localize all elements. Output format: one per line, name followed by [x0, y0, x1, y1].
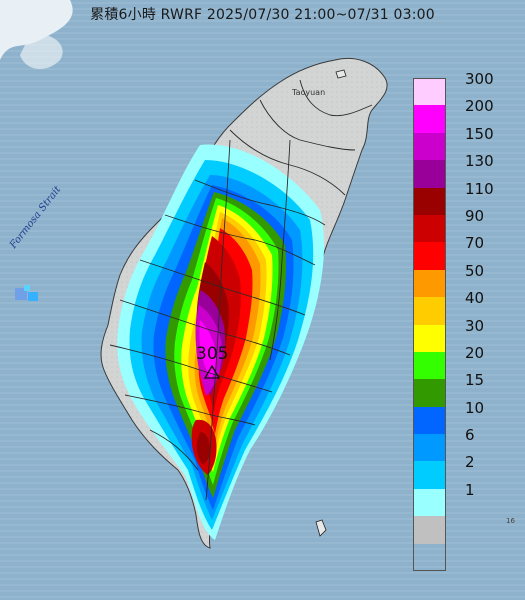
- legend-label: 20: [465, 343, 485, 362]
- legend-swatch: [413, 105, 446, 133]
- legend-label: 200: [465, 97, 494, 116]
- east-islands: [315, 69, 347, 537]
- cloud-patches: [0, 0, 73, 70]
- legend-swatch: [413, 488, 446, 517]
- legend-row: 300: [413, 70, 506, 106]
- legend-swatch: [413, 406, 446, 435]
- map-title: 累積6小時 RWRF 2025/07/30 21:00~07/31 03:00: [90, 7, 435, 23]
- legend-swatch: [413, 434, 446, 462]
- legend-swatch: [413, 78, 446, 106]
- legend-swatch: [413, 324, 446, 352]
- legend-row: 110: [413, 180, 506, 215]
- legend-label: 50: [465, 261, 485, 280]
- legend-swatch: [413, 242, 446, 270]
- legend-row: 6: [413, 426, 506, 462]
- legend-row: 20: [413, 344, 506, 380]
- legend-row: 50: [413, 262, 506, 298]
- legend-swatch: [413, 297, 446, 325]
- legend-row: 130: [413, 152, 506, 188]
- legend-row: 15: [413, 371, 506, 407]
- county-borders: [109, 79, 373, 501]
- legend-label: 110: [465, 179, 494, 198]
- legend-row: 2: [413, 453, 506, 489]
- legend-label: 40: [465, 289, 485, 308]
- max-rainfall-value: 305: [196, 344, 229, 364]
- legend-label: 30: [465, 316, 485, 335]
- legend-row: 90: [413, 207, 506, 243]
- legend-label: 130: [465, 152, 494, 171]
- legend-row: 40: [413, 289, 506, 325]
- legend-swatch: [413, 379, 446, 407]
- legend-row: 10: [413, 399, 506, 435]
- legend-swatch: [413, 516, 446, 544]
- legend-label: 70: [465, 234, 485, 253]
- legend-row: 70: [413, 234, 506, 270]
- legend-label: 2: [465, 453, 475, 472]
- legend-label: 150: [465, 124, 494, 143]
- legend-label: 6: [465, 426, 475, 445]
- legend-row: 1: [413, 481, 506, 517]
- legend-label: 15: [465, 371, 485, 390]
- corner-text: 16: [506, 517, 515, 525]
- place-label-taoyuan: Taoyuan: [292, 88, 326, 97]
- legend-label: 300: [465, 70, 494, 88]
- legend-swatch: [413, 214, 446, 243]
- legend-swatch: [413, 160, 446, 188]
- max-value-triangle-icon: [203, 364, 221, 379]
- rainfall-legend: 300 200 150 130 110 90 70 50 40 30 20 15 10 6 2 1: [413, 70, 506, 544]
- legend-row: 150: [413, 125, 506, 161]
- legend-row: 200: [413, 97, 506, 133]
- penghu-islands: [15, 285, 38, 301]
- legend-row: 30: [413, 317, 506, 352]
- legend-swatch: [413, 269, 446, 298]
- legend-label: 10: [465, 398, 485, 417]
- legend-swatch: [413, 351, 446, 380]
- legend-swatch: [413, 461, 446, 489]
- legend-label: 1: [465, 480, 475, 499]
- legend-swatch: [413, 187, 446, 215]
- rainfall-bands: [117, 144, 325, 540]
- legend-row: [413, 516, 506, 544]
- legend-label: 90: [465, 206, 485, 225]
- legend-swatch: [413, 132, 446, 161]
